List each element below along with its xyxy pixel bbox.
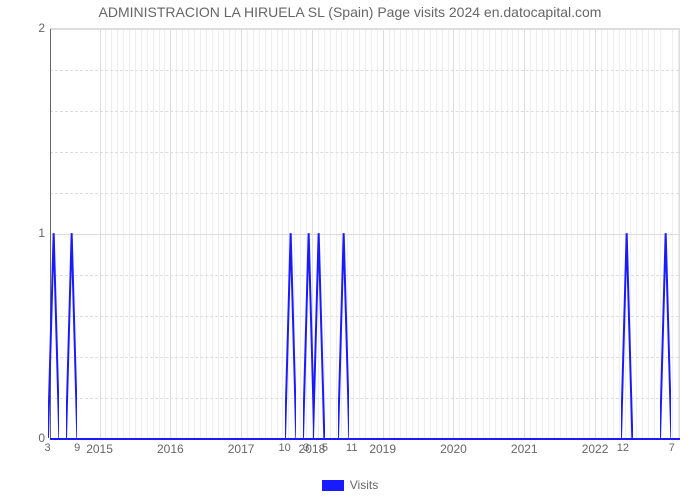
gridline-minor-horizontal: [50, 152, 679, 153]
spike-value-label: 11: [346, 442, 357, 454]
gridline-minor-horizontal: [50, 275, 679, 276]
series-spike: [313, 233, 324, 438]
x-tick-label: 2015: [86, 442, 113, 456]
x-tick-label: 2020: [440, 442, 467, 456]
spike-value-label: 10: [279, 442, 291, 454]
chart-title: ADMINISTRACION LA HIRUELA SL (Spain) Pag…: [0, 4, 700, 20]
y-tick-label: 1: [5, 226, 45, 240]
gridline-minor-horizontal: [50, 398, 679, 399]
legend-swatch: [322, 480, 344, 491]
spike-value-label: 9: [74, 442, 80, 454]
series-spike: [66, 233, 77, 438]
legend: Visits: [0, 478, 700, 492]
gridline-minor-horizontal: [50, 316, 679, 317]
spike-value-label: 5: [322, 442, 328, 454]
x-tick-label: 2021: [511, 442, 538, 456]
legend-label: Visits: [350, 478, 378, 492]
series-spike: [48, 233, 59, 438]
gridline-horizontal: [50, 234, 679, 235]
y-tick-label: 2: [5, 21, 45, 35]
x-tick-label: 2022: [582, 442, 609, 456]
gridline-minor-horizontal: [50, 111, 679, 112]
series-spike: [338, 233, 349, 438]
spike-value-label: 3: [44, 442, 50, 454]
spike-value-label: 3: [303, 442, 309, 454]
spike-value-label: 7: [669, 442, 675, 454]
spike-value-label: 12: [617, 442, 629, 454]
series-spike: [285, 233, 296, 438]
plot-area: [50, 28, 680, 438]
series-spike: [660, 233, 671, 438]
x-tick-label: 2016: [157, 442, 184, 456]
series-spike: [621, 233, 632, 438]
series-baseline: [50, 438, 680, 440]
gridline-horizontal: [50, 29, 679, 30]
chart-container: { "chart": { "type": "line-spike", "titl…: [0, 0, 700, 500]
y-tick-label: 0: [5, 431, 45, 445]
gridline-minor-horizontal: [50, 193, 679, 194]
x-tick-label: 2019: [369, 442, 396, 456]
gridline-minor-horizontal: [50, 357, 679, 358]
gridline-minor-horizontal: [50, 70, 679, 71]
x-tick-label: 2017: [228, 442, 255, 456]
series-spike: [303, 233, 314, 438]
